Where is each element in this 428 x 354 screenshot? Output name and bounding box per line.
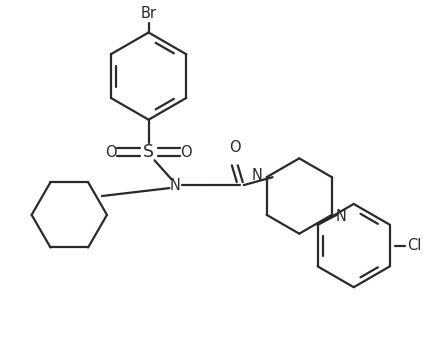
Text: N: N xyxy=(336,209,347,224)
Text: Br: Br xyxy=(140,6,157,21)
Text: O: O xyxy=(229,141,241,155)
Text: N: N xyxy=(252,168,263,183)
Text: Cl: Cl xyxy=(407,238,422,253)
Text: O: O xyxy=(105,145,117,160)
Text: N: N xyxy=(170,178,181,193)
Text: S: S xyxy=(143,143,154,161)
Text: O: O xyxy=(181,145,192,160)
